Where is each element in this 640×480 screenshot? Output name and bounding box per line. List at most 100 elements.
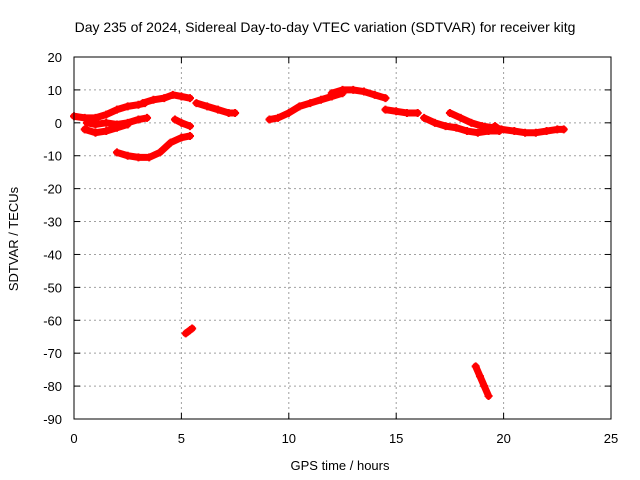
x-tick-label: 20 [496,431,510,446]
data-point [123,102,132,111]
data-point [168,90,177,99]
data-point [452,123,461,132]
series-arc-midday-rise [265,89,347,124]
series-arc-evening-dot [491,122,504,134]
plot-frame [73,56,612,420]
data-point [491,122,500,131]
data-point [181,329,190,338]
series-arc-low-early [80,120,132,137]
data-point [91,120,100,129]
data-point [185,131,194,140]
data-point [185,94,194,103]
data-point [413,108,422,117]
data-point [185,122,194,131]
data-point [478,122,487,131]
data-point [149,95,158,104]
data-point [274,113,283,122]
data-point [102,127,111,136]
data-point [463,127,472,136]
x-tick-labels: 0 5 10 15 20 25 [70,431,618,446]
data-point [306,99,315,108]
data-point [160,94,169,103]
series-arc-upper-early [70,99,149,122]
x-tick-label: 10 [282,431,296,446]
data-point [91,128,100,137]
y-tick-label: -90 [43,412,62,427]
y-tick-label: -10 [43,149,62,164]
data-point [231,108,240,117]
data-point [177,118,186,127]
data-point [338,85,347,94]
data-point [456,113,465,122]
data-point [480,382,489,391]
y-tick-label: -60 [43,313,62,328]
series-arc-short-drop [170,115,194,131]
data-point [484,391,493,400]
data-point [80,125,89,134]
data-point [203,102,212,111]
x-tick-label: 5 [178,431,185,446]
data-point [370,90,379,99]
data-points [70,85,568,400]
data-point [510,127,519,136]
series-arc-afternoon-step [381,105,422,117]
data-point [471,362,480,371]
data-point [445,108,454,117]
series-arc-outlier-neg80 [471,362,493,400]
data-point [123,151,132,160]
data-point [166,138,175,147]
data-point [82,118,91,127]
grid [74,57,611,419]
data-point [430,118,439,127]
data-point [143,113,152,122]
y-tick-label: -50 [43,280,62,295]
data-point [392,107,401,116]
data-point [102,110,111,119]
data-point [531,128,540,137]
y-tick-label: -70 [43,346,62,361]
data-point [177,133,186,142]
data-point [495,125,504,134]
data-point [213,105,222,114]
data-point [359,87,368,96]
data-point [441,122,450,131]
data-point [475,372,484,381]
data-point [112,105,121,114]
data-point [349,85,358,94]
data-point [381,94,390,103]
data-point [170,115,179,124]
series-arc-morning-block [192,99,240,117]
series-arc-morning-peak [138,90,194,108]
data-point [192,99,201,108]
data-point [138,99,147,108]
data-point [473,128,482,137]
data-point [123,120,132,129]
data-point [134,153,143,162]
series-arc-dip [112,131,194,162]
y-tick-label: -20 [43,182,62,197]
y-tick-labels: 20 10 0 -10 -20 -30 -40 -50 -60 -70 -80 -90 [43,50,62,427]
data-point [134,115,143,124]
data-point [559,125,568,134]
data-point [102,118,111,127]
data-point [112,123,121,132]
data-point [188,324,197,333]
data-point [295,102,304,111]
data-point [420,113,429,122]
x-tick-label: 15 [389,431,403,446]
series-arc-outlier-neg63 [181,324,197,338]
chart-title: Day 235 of 2024, Sidereal Day-to-day VTE… [75,19,576,35]
series-arc-evening [497,125,568,137]
data-point [402,108,411,117]
y-tick-label: -40 [43,247,62,262]
x-tick-label: 25 [604,431,618,446]
y-tick-label: -30 [43,215,62,230]
data-point [317,95,326,104]
data-point [542,127,551,136]
y-tick-label: -80 [43,379,62,394]
data-point [521,128,530,137]
y-tick-label: 10 [48,83,62,98]
series-arc-afternoon-fall [420,113,504,137]
x-tick-label: 0 [70,431,77,446]
